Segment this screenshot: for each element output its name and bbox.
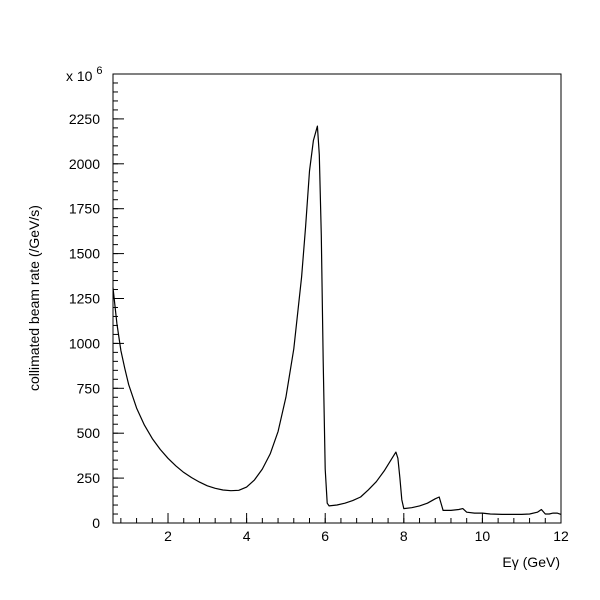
x-tick-label: 8: [400, 528, 408, 544]
x-tick-label: 6: [321, 528, 329, 544]
tick-labels: 2 4 6 8 10 12 0 250 500 750 1000 1250 1500 1750 2000 22…: [69, 111, 569, 544]
y-tick-label: 500: [77, 425, 101, 441]
y-tick-label: 0: [92, 515, 100, 531]
y-tick-label: 2250: [69, 111, 100, 127]
y-tick-label: 250: [77, 470, 101, 486]
x-tick-label: 12: [553, 528, 569, 544]
series-line: [112, 125, 562, 515]
y-tick-label: 2000: [69, 156, 100, 172]
y-multiplier-base: x 10: [66, 68, 93, 84]
x-tick-label: 4: [243, 528, 251, 544]
y-axis-label: collimated beam rate (/GeV/s): [26, 205, 42, 391]
x-tick-label: 2: [164, 528, 172, 544]
y-tick-label: 1250: [69, 291, 100, 307]
plot-frame: [112, 73, 562, 524]
axis-ticks: [113, 73, 562, 524]
y-tick-label: 750: [77, 380, 101, 396]
y-multiplier: x 10 6: [66, 65, 102, 84]
y-tick-label: 1750: [69, 201, 100, 217]
y-tick-label: 1500: [69, 246, 100, 262]
x-axis-label: Eγ (GeV): [502, 554, 560, 570]
y-multiplier-exponent: 6: [96, 65, 102, 77]
y-tick-label: 1000: [69, 335, 100, 351]
x-tick-label: 10: [475, 528, 491, 544]
